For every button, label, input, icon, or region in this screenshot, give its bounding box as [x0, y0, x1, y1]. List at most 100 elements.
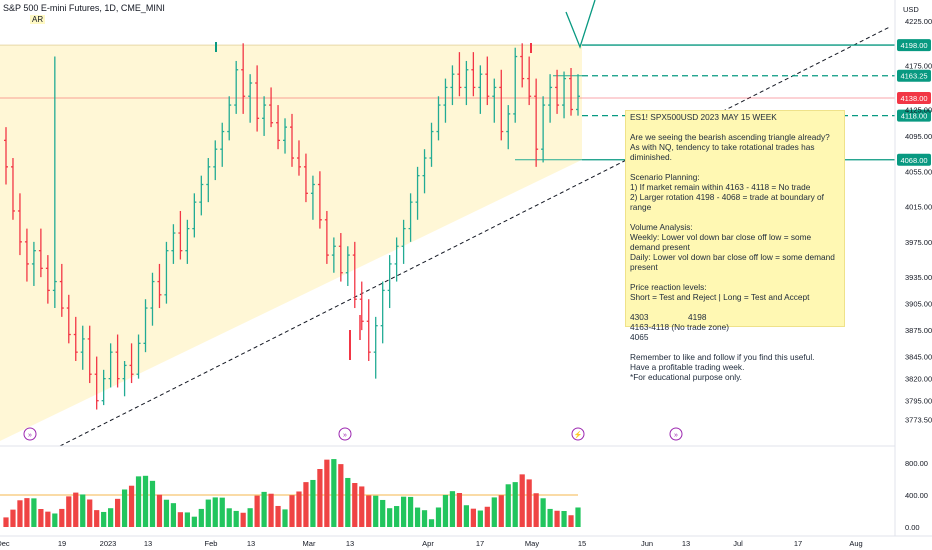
- ohlc-bar: [206, 158, 211, 203]
- ohlc-bar: [331, 237, 336, 273]
- ohlc-bar: [45, 255, 50, 304]
- volume-bar: [191, 516, 197, 527]
- time-tick-label: Apr: [422, 539, 434, 548]
- volume-bar: [184, 512, 190, 527]
- volume-bar: [380, 499, 386, 527]
- volume-bar: [87, 499, 93, 527]
- ohlc-bar: [548, 74, 553, 123]
- price-tick-label: 3935.00: [905, 273, 932, 282]
- price-tick-label: 4055.00: [905, 167, 932, 176]
- volume-bar: [456, 493, 463, 527]
- note-scenario-title: Scenario Planning:: [630, 172, 700, 182]
- volume-bar: [233, 510, 239, 527]
- time-tick-label: Feb: [205, 539, 218, 548]
- price-tick-label: 3875.00: [905, 326, 932, 335]
- volume-bar: [519, 474, 525, 527]
- volume-bar: [414, 507, 421, 527]
- time-tick-label: Jun: [641, 539, 653, 548]
- ohlc-bar: [345, 246, 350, 286]
- ohlc-bar: [4, 127, 8, 185]
- ohlc-bar: [136, 334, 141, 379]
- volume-bar: [352, 483, 358, 527]
- note-volume-3: present: [630, 262, 658, 272]
- note-closing-1: Remember to like and follow if you find …: [630, 352, 815, 362]
- level-label-4163.25: 4163.25: [900, 72, 927, 81]
- volume-bar: [331, 459, 337, 527]
- note-intro-2: As with NQ, tendency to take rotational …: [630, 142, 815, 162]
- ohlc-bar: [429, 122, 434, 167]
- ohlc-bar: [94, 356, 99, 410]
- note-scenario-2: 2) Larger rotation 4198 - 4068 = trade a…: [630, 192, 824, 212]
- note-title: ES1! SPX500USD 2023 MAY 15 WEEK: [630, 112, 777, 122]
- ohlc-bar: [164, 241, 169, 304]
- volume-bar: [470, 508, 476, 527]
- time-tick-label: 15: [578, 539, 586, 548]
- time-tick-label: 13: [144, 539, 152, 548]
- time-tick-label: Aug: [849, 539, 862, 548]
- volume-bar: [498, 495, 504, 527]
- ohlc-bar: [562, 71, 567, 119]
- volume-bar: [142, 475, 149, 527]
- event-icon-glyph: »: [28, 432, 32, 439]
- time-tick-label: 17: [476, 539, 484, 548]
- volume-bar: [477, 510, 483, 527]
- level-tag-4198.00: [897, 39, 931, 52]
- ohlc-bar: [129, 343, 134, 384]
- volume-bar: [38, 509, 44, 527]
- ohlc-bar: [185, 219, 190, 264]
- ohlc-bar: [262, 96, 267, 136]
- volume-bar: [219, 497, 225, 527]
- level-tag-4068.00: [897, 153, 931, 166]
- price-tick-label: 4125.00: [905, 105, 932, 114]
- volume-bar: [10, 509, 16, 527]
- ohlc-bar: [17, 193, 22, 256]
- ohlc-bar: [269, 87, 274, 128]
- volume-bar: [484, 506, 490, 527]
- price-tick-label: 3773.50: [905, 416, 932, 425]
- note-levels-title: Price reaction levels:: [630, 282, 707, 292]
- ohlc-bar: [241, 43, 246, 114]
- level-tag-4138.00: [897, 92, 931, 105]
- volume-bar: [128, 485, 135, 527]
- ohlc-bar: [87, 325, 92, 384]
- ohlc-bar: [276, 105, 281, 150]
- note-closing-2: Have a profitable trading week.: [630, 362, 745, 372]
- volume-bar: [491, 497, 497, 527]
- price-tick-label: 3975.00: [905, 238, 932, 247]
- event-icon: [571, 427, 585, 441]
- volume-bar: [575, 507, 581, 527]
- volume-bar: [108, 508, 114, 527]
- volume-bar: [296, 491, 302, 527]
- event-icon: [338, 427, 352, 441]
- price-tick-label: 4015.00: [905, 203, 932, 212]
- ohlc-bar: [499, 69, 504, 141]
- event-icon: [669, 427, 683, 441]
- volume-bar: [554, 510, 560, 527]
- ohlc-bar: [359, 281, 364, 331]
- volume-bar: [94, 510, 100, 527]
- ohlc-bar: [143, 299, 148, 353]
- note-levels-legend: Short = Test and Reject | Long = Test an…: [630, 292, 810, 302]
- time-tick-label: 13: [247, 539, 255, 548]
- volume-bar: [317, 469, 323, 527]
- volume-bar: [135, 476, 142, 527]
- ohlc-bar: [296, 140, 301, 176]
- ohlc-bar: [380, 281, 385, 344]
- level-label-4118.00: 4118.00: [901, 112, 928, 121]
- volume-bar: [400, 496, 407, 527]
- ohlc-bar: [66, 294, 71, 344]
- note-volume-title: Volume Analysis:: [630, 222, 693, 232]
- volume-bar: [407, 496, 414, 527]
- volume-bar: [282, 509, 288, 527]
- volume-bar: [463, 505, 470, 527]
- time-tick-label: Jul: [733, 539, 743, 548]
- ohlc-bar: [485, 56, 490, 106]
- volume-bar: [156, 494, 163, 527]
- ohlc-bar: [457, 52, 462, 97]
- ohlc-bar: [478, 65, 483, 114]
- time-tick-label: Dec: [0, 539, 10, 548]
- ohlc-bar: [80, 325, 85, 370]
- volume-tick-label: 800.00: [905, 459, 928, 468]
- note-levels-values: 4303 41984163-4118 (No trade zone): [630, 312, 840, 332]
